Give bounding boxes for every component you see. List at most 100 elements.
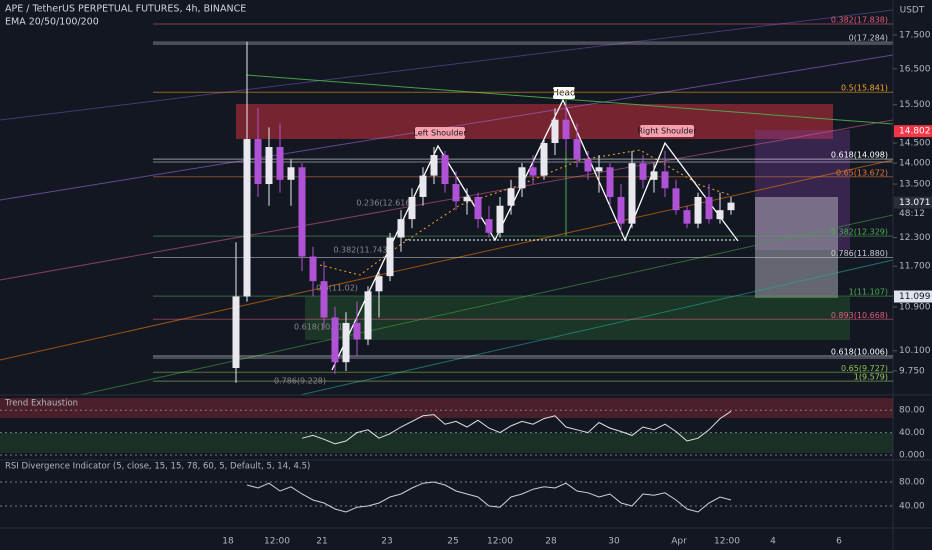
price-label-box [894, 196, 932, 209]
price-label: 11.099 [899, 292, 931, 302]
x-tick-label: Apr [671, 537, 687, 547]
price-label-box [894, 125, 932, 138]
y-tick-label: 15.500 [899, 100, 931, 110]
y-tick-label: 10.100 [899, 346, 931, 356]
y-tick-label: 10.900 [899, 302, 931, 312]
candle-body [353, 322, 361, 340]
annotation-box [640, 125, 694, 137]
x-tick-label: 12:00 [714, 537, 740, 547]
fib-label: 0.382(17.838) [831, 16, 888, 25]
y-tick-label: 40.00 [899, 428, 925, 438]
candle-body [364, 291, 372, 340]
candle-body [496, 205, 504, 233]
candle-body [518, 167, 526, 189]
x-tick-label: 12:00 [487, 537, 513, 547]
currency: USDT [900, 6, 925, 16]
x-tick-label: 23 [381, 537, 392, 547]
candle-body [320, 281, 328, 318]
y-tick-label: 14.000 [899, 159, 931, 169]
indicator-line [246, 481, 732, 513]
fib-label: 0(17.284) [849, 34, 888, 43]
annotation: Left Shoulder [413, 129, 467, 138]
panel-title: RSI Divergence Indicator (5, close, 15, … [5, 462, 310, 472]
y-tick-label: 16.500 [899, 64, 931, 74]
target-box [755, 197, 838, 298]
candle-body [606, 167, 614, 197]
fib-label: 0.618(10.31) [294, 323, 346, 332]
annotation: Right Shoulder [637, 127, 697, 136]
candle-body [375, 276, 383, 292]
candle-body [705, 196, 713, 220]
candle-body [397, 219, 405, 238]
y-tick-label: 11.700 [899, 262, 931, 272]
fib-label: 0.618(10.006) [831, 348, 888, 357]
price-label-box [894, 290, 932, 303]
x-tick-label: 25 [447, 537, 458, 547]
projection-zone [755, 130, 850, 250]
candle-body [639, 163, 647, 180]
y-tick-label: 13.500 [899, 180, 931, 190]
y-tick-label: 40.00 [899, 502, 925, 512]
candle-body [331, 317, 339, 363]
candle-body [661, 171, 669, 189]
candle-body [232, 296, 240, 369]
y-tick-label: 9.750 [899, 366, 925, 376]
fib-label: 0.786(9.228) [274, 377, 326, 386]
channels [0, 9, 894, 396]
candle-body [452, 184, 460, 202]
candle-body [287, 167, 295, 180]
candle-body [573, 139, 581, 160]
annotation: Head [552, 89, 576, 99]
candle-body [650, 171, 658, 180]
fib-label: 0.236(12.616) [356, 199, 413, 208]
indicator-ema: EMA 20/50/100/200 [5, 17, 99, 28]
fib-label: 0.5(11.02) [316, 284, 358, 293]
candle-body [694, 196, 702, 224]
candle-body [628, 163, 636, 224]
fib-label: 0.893(10.668) [831, 311, 888, 320]
annotation-box [553, 87, 575, 99]
candle-body [683, 210, 691, 224]
candle-body [507, 188, 515, 206]
candle-body [342, 322, 350, 363]
fib-label: 0.65(13.672) [836, 168, 888, 177]
candle-body [529, 167, 537, 176]
candle-body [419, 175, 427, 197]
indicator-line [301, 410, 732, 445]
fib-label: 1(9.579) [854, 373, 888, 382]
annotation-box [415, 127, 465, 139]
y-tick-label: 17.500 [899, 31, 931, 41]
candle-body [716, 210, 724, 220]
fib-label: 0.786(11.880) [831, 249, 888, 258]
oversold-band [0, 433, 893, 453]
price-label: 13.071 [899, 198, 931, 208]
candle-body [595, 167, 603, 172]
panel-title: Trend Exhaustion [4, 399, 78, 409]
candle-body [408, 196, 416, 220]
fib-label: 1(11.107) [849, 288, 888, 297]
fib-label: 0.65(9.727) [841, 364, 888, 373]
fib-label: 0.382(12.329) [831, 228, 888, 237]
price-label: 14.802 [899, 127, 931, 137]
x-tick-label: 4 [770, 537, 776, 547]
countdown: 48:12 [899, 209, 925, 219]
y-tick-label: 12.300 [899, 233, 931, 243]
x-tick-label: 6 [836, 537, 842, 547]
candle-body [617, 196, 625, 224]
overbought-band [0, 398, 893, 418]
candle-body [584, 159, 592, 172]
x-tick-label: 28 [545, 537, 557, 547]
candle-body [463, 196, 471, 202]
x-tick-label: 18 [222, 537, 234, 547]
demand-zone [305, 297, 850, 340]
candle-body [243, 139, 251, 297]
fib-label: 0.618(14.098) [831, 151, 888, 160]
fib-label: 0.382(11.743) [333, 246, 390, 255]
y-tick-label: 14.500 [899, 139, 931, 149]
candle-body [727, 202, 735, 211]
candle-body [551, 119, 559, 144]
y-tick-label: 80.00 [899, 478, 925, 488]
candle-body [276, 146, 284, 180]
x-tick-label: 12:00 [264, 537, 290, 547]
